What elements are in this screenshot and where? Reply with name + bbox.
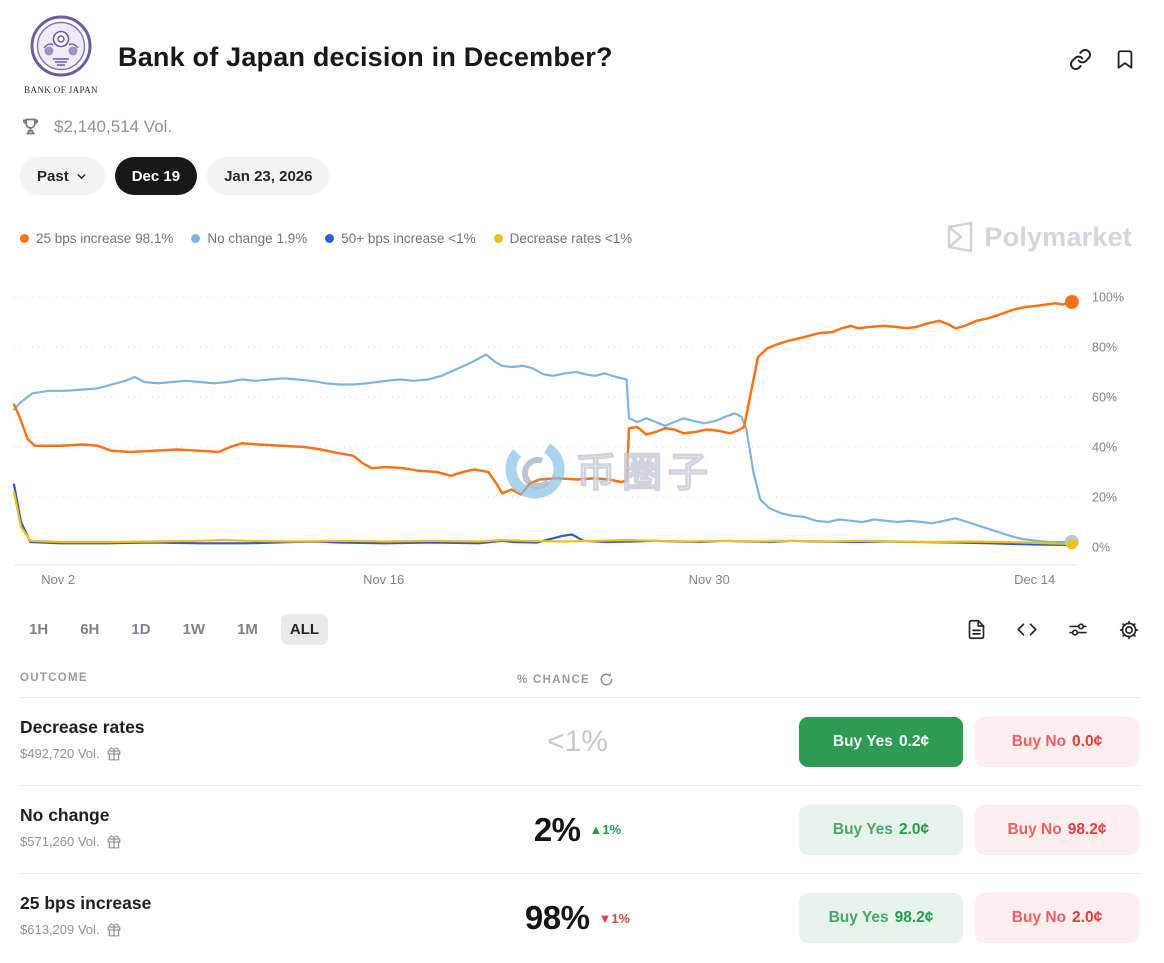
outcome-row-decrease-rates: Decrease rates $492,720 Vol. <1% Buy Yes… bbox=[20, 698, 1140, 786]
gift-icon[interactable] bbox=[107, 835, 121, 849]
legend-dot-yellow bbox=[493, 234, 503, 243]
range-6h[interactable]: 6H bbox=[80, 621, 100, 638]
buy-no-button[interactable]: Buy No 98.2¢ bbox=[975, 805, 1139, 855]
svg-text:40%: 40% bbox=[1092, 441, 1117, 455]
logo-caption: BANK OF JAPAN bbox=[24, 85, 98, 95]
svg-text:80%: 80% bbox=[1092, 341, 1117, 355]
outcome-volume: $613,209 Vol. bbox=[20, 922, 100, 937]
gear-icon[interactable] bbox=[1118, 619, 1140, 641]
outcome-chance: <1% bbox=[547, 724, 608, 758]
market-volume: $2,140,514 Vol. bbox=[54, 116, 173, 136]
date-pill-label: Jan 23, 2026 bbox=[224, 167, 313, 185]
buy-yes-button[interactable]: Buy Yes 2.0¢ bbox=[799, 805, 963, 855]
outcome-row-25bps-increase: 25 bps increase $613,209 Vol. 98% ▼1% Bu… bbox=[20, 874, 1140, 962]
svg-text:20%: 20% bbox=[1092, 491, 1117, 505]
date-pill-dec-19[interactable]: Dec 19 bbox=[114, 157, 198, 195]
chance-change-down: ▼1% bbox=[598, 910, 631, 926]
legend-item-25bps: 25 bps increase 98.1% bbox=[20, 231, 173, 246]
outcome-name: No change bbox=[20, 805, 110, 825]
chevron-down-icon bbox=[77, 173, 86, 179]
gift-icon[interactable] bbox=[107, 923, 121, 937]
copy-link-icon[interactable] bbox=[1069, 48, 1092, 76]
svg-text:Dec 14: Dec 14 bbox=[1014, 572, 1055, 587]
column-header-outcome: OUTCOME bbox=[20, 672, 88, 684]
date-pill-label: Dec 19 bbox=[131, 167, 181, 185]
svg-text:Nov 30: Nov 30 bbox=[689, 572, 730, 587]
svg-text:60%: 60% bbox=[1092, 391, 1117, 405]
svg-text:0%: 0% bbox=[1092, 541, 1110, 555]
page-title: Bank of Japan decision in December? bbox=[118, 42, 613, 72]
market-logo: BANK OF JAPAN bbox=[18, 14, 104, 95]
legend-dot-blue bbox=[325, 234, 335, 243]
outcome-name: 25 bps increase bbox=[20, 893, 152, 913]
buy-yes-button[interactable]: Buy Yes 0.2¢ bbox=[799, 717, 963, 767]
svg-text:Nov 16: Nov 16 bbox=[363, 572, 404, 587]
range-1h[interactable]: 1H bbox=[29, 621, 49, 638]
outcome-row-no-change: No change $571,260 Vol. 2% ▲1% Buy Yes 2.… bbox=[20, 786, 1140, 874]
range-1w[interactable]: 1W bbox=[182, 621, 206, 638]
outcome-name: Decrease rates bbox=[20, 717, 145, 737]
range-1d[interactable]: 1D bbox=[131, 621, 151, 638]
svg-text:100%: 100% bbox=[1092, 291, 1124, 305]
chart-legend: 25 bps increase 98.1% No change 1.9% 50+… bbox=[20, 231, 632, 246]
embed-code-icon[interactable] bbox=[1016, 619, 1038, 640]
range-all[interactable]: ALL bbox=[280, 614, 329, 645]
buy-no-button[interactable]: Buy No 0.0¢ bbox=[975, 717, 1139, 767]
buy-yes-button[interactable]: Buy Yes 98.2¢ bbox=[799, 893, 963, 943]
trophy-icon bbox=[23, 118, 38, 135]
chart-settings-sliders-icon[interactable] bbox=[1067, 619, 1089, 640]
bookmark-icon[interactable] bbox=[1114, 48, 1136, 76]
legend-item-no-change: No change 1.9% bbox=[191, 231, 307, 246]
polymarket-watermark-text: Polymarket bbox=[984, 221, 1132, 252]
outcome-volume: $492,720 Vol. bbox=[20, 746, 100, 761]
column-header-chance: % CHANCE bbox=[517, 673, 591, 686]
time-range-tabs: 1H 6H 1D 1W 1M ALL bbox=[20, 614, 329, 645]
price-chart[interactable]: 0% 20% 40% 60% 80% 100% Nov 2 Nov 16 Nov 30 Dec 1… bbox=[0, 280, 1164, 592]
legend-dot-lightblue bbox=[191, 234, 201, 243]
outcome-volume: $571,260 Vol. bbox=[20, 834, 100, 849]
buy-no-button[interactable]: Buy No 2.0¢ bbox=[975, 893, 1139, 943]
price-chart-area: 0% 20% 40% 60% 80% 100% Nov 2 Nov 16 Nov 30 Dec 1… bbox=[0, 280, 1164, 592]
legend-item-50bps: 50+ bps increase <1% bbox=[325, 231, 476, 246]
gift-icon[interactable] bbox=[107, 747, 121, 761]
polymarket-logo-icon bbox=[948, 221, 973, 253]
outcome-chance: 2% bbox=[533, 810, 581, 848]
range-1m[interactable]: 1M bbox=[237, 621, 258, 638]
order-book-icon[interactable] bbox=[966, 619, 987, 640]
past-dropdown[interactable]: Past bbox=[20, 157, 105, 195]
legend-dot-orange bbox=[20, 234, 29, 243]
outcomes-table: OUTCOME % CHANCE Decrease rates $492,720… bbox=[20, 662, 1140, 962]
polymarket-watermark: Polymarket bbox=[945, 221, 1132, 253]
svg-text:Nov 2: Nov 2 bbox=[41, 572, 75, 587]
chance-change-up: ▲1% bbox=[589, 822, 622, 837]
refresh-icon[interactable] bbox=[599, 672, 614, 687]
past-label: Past bbox=[37, 167, 69, 185]
legend-item-decrease: Decrease rates <1% bbox=[493, 231, 632, 246]
date-pill-jan-23[interactable]: Jan 23, 2026 bbox=[207, 157, 330, 195]
bank-of-japan-emblem-icon bbox=[30, 15, 92, 77]
outcome-chance: 98% bbox=[524, 899, 590, 936]
